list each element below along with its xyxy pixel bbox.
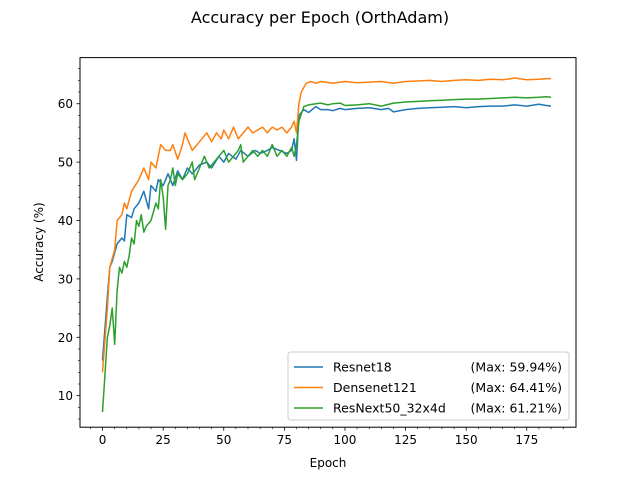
y-tick-label: 30: [58, 272, 73, 286]
series-line-2: [101, 95, 552, 413]
plot-frame: [79, 57, 577, 428]
x-tick-label: 25: [156, 433, 171, 447]
x-tick-label: 175: [515, 433, 538, 447]
legend-label-1: Densenet121: [333, 380, 417, 395]
x-tick-label: 50: [216, 433, 231, 447]
y-tick-label: 60: [58, 97, 73, 111]
y-tick-label: 40: [58, 214, 73, 228]
y-axis-label: Accuracy (%): [32, 202, 46, 281]
legend-label-0: Resnet18: [333, 360, 392, 375]
y-tick-label: 10: [58, 389, 73, 403]
x-tick-label: 100: [334, 433, 357, 447]
y-axis-ticks: 10 20 30 40 50 60: [58, 68, 80, 420]
x-axis-label: Epoch: [310, 456, 347, 470]
chart-legend: Resnet18 (Max: 59.94%) Densenet121 (Max: 64…: [287, 351, 570, 421]
chart-title: Accuracy per Epoch (OrthAdam): [191, 8, 449, 27]
x-tick-label: 75: [277, 433, 292, 447]
legend-max-0: (Max: 59.94%): [471, 360, 562, 375]
y-tick-label: 20: [58, 331, 73, 345]
legend-box: [287, 351, 570, 421]
y-tick-label: 50: [58, 156, 73, 170]
legend-max-1: (Max: 64.41%): [471, 380, 562, 395]
legend-max-2: (Max: 61.21%): [471, 401, 562, 416]
x-tick-label: 0: [99, 433, 107, 447]
series-line-1: [101, 77, 551, 373]
x-axis-ticks: 0 25 50 75 100 125 150 175: [90, 427, 564, 447]
series-line-0: [101, 103, 552, 361]
plot-lines: [101, 77, 552, 413]
x-tick-label: 150: [455, 433, 478, 447]
x-tick-label: 125: [394, 433, 417, 447]
legend-label-2: ResNext50_32x4d: [333, 401, 446, 416]
